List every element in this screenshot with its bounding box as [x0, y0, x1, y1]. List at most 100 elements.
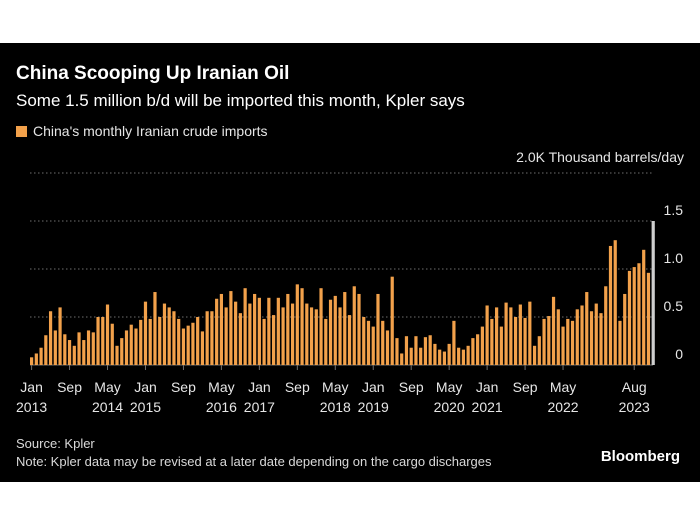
- bar: [457, 347, 461, 365]
- bar: [352, 286, 356, 365]
- x-tick-label: May: [550, 379, 576, 395]
- bar-chart: 0 0.5 1.0 1.5 Jan 2013 Sep May 2014 Jan 2015 Sep Ma…: [16, 172, 684, 415]
- bar: [134, 328, 138, 365]
- x-tick-label: 2021: [472, 399, 503, 415]
- x-tick-label: Jan: [248, 379, 271, 395]
- x-tick-label: Sep: [285, 379, 310, 395]
- bar: [153, 292, 157, 365]
- bar: [267, 297, 271, 365]
- bar: [110, 323, 114, 365]
- bar: [158, 317, 162, 365]
- bar: [357, 293, 361, 365]
- bar: [642, 249, 646, 365]
- bar: [442, 351, 447, 365]
- bar: [509, 307, 513, 365]
- bar: [461, 349, 465, 365]
- bar: [115, 345, 119, 365]
- chart-title: China Scooping Up Iranian Oil: [16, 63, 290, 84]
- x-tick-label: Jan: [476, 379, 499, 395]
- x-tick-label: 2015: [130, 399, 161, 415]
- bar: [551, 296, 556, 365]
- bar: [210, 311, 214, 365]
- bar: [48, 311, 53, 365]
- bar: [53, 330, 57, 365]
- bar: [124, 330, 129, 365]
- y-tick-label: 1.0: [664, 250, 684, 266]
- bar: [347, 315, 352, 365]
- bar: [276, 297, 280, 365]
- bar: [589, 311, 594, 365]
- bar: [594, 303, 598, 365]
- bar: [390, 276, 394, 365]
- bar: [234, 301, 238, 365]
- bar: [385, 330, 390, 365]
- bar: [580, 305, 584, 365]
- bar: [414, 336, 418, 365]
- source-text: Source: Kpler: [16, 436, 95, 451]
- bar: [623, 293, 627, 365]
- bar: [566, 318, 570, 365]
- x-tick-label: 2017: [244, 399, 275, 415]
- x-tick-label: Sep: [171, 379, 196, 395]
- bar: [30, 357, 34, 365]
- bar: [627, 270, 632, 365]
- bar: [91, 332, 95, 365]
- bar: [120, 338, 124, 365]
- bar: [257, 297, 261, 365]
- bar: [281, 307, 285, 365]
- x-tick-label: Sep: [57, 379, 82, 395]
- bar: [77, 332, 81, 365]
- bar: [262, 318, 266, 365]
- x-tick-label: May: [322, 379, 348, 395]
- y-axis-labels: 0 0.5 1.0 1.5: [664, 202, 684, 362]
- bar: [637, 263, 641, 365]
- bar: [248, 303, 252, 365]
- legend: China's monthly Iranian crude imports: [16, 123, 268, 139]
- bar: [419, 347, 423, 365]
- bar: [400, 353, 404, 365]
- bar: [495, 307, 499, 365]
- x-tick-label: May: [94, 379, 120, 395]
- x-tick-label: Sep: [399, 379, 424, 395]
- bar: [575, 309, 579, 365]
- bar: [148, 318, 152, 365]
- bar: [542, 318, 546, 365]
- bar: [324, 318, 328, 365]
- bar: [547, 316, 551, 365]
- x-tick-label: 2022: [547, 399, 578, 415]
- x-axis-labels: Jan 2013 Sep May 2014 Jan 2015 Sep May 2016 Jan 201…: [16, 365, 650, 415]
- bar: [196, 317, 200, 365]
- bar: [181, 328, 186, 365]
- bar: [72, 345, 76, 365]
- bar: [129, 324, 133, 365]
- x-tick-label: Aug: [622, 379, 647, 395]
- bar: [366, 320, 371, 365]
- bar: [632, 267, 636, 365]
- bar: [215, 298, 219, 365]
- x-tick-label: 2020: [434, 399, 465, 415]
- bar: [613, 240, 617, 365]
- bar: [480, 326, 484, 365]
- bar: [162, 303, 167, 365]
- bar: [513, 317, 518, 365]
- bar: [34, 353, 38, 365]
- bar: [466, 345, 470, 365]
- bar: [96, 317, 100, 365]
- bar: [476, 334, 480, 365]
- bar: [82, 340, 86, 365]
- bar: [143, 301, 148, 365]
- bar: [528, 301, 532, 365]
- bar: [651, 221, 655, 365]
- bar: [452, 320, 456, 365]
- x-tick-label: 2016: [206, 399, 237, 415]
- bar: [490, 318, 494, 365]
- x-tick-label: May: [436, 379, 462, 395]
- bar: [423, 337, 428, 365]
- bar: [343, 292, 347, 365]
- bar: [604, 286, 608, 365]
- bloomberg-logo: Bloomberg: [600, 448, 680, 465]
- bar: [570, 320, 575, 365]
- bar: [290, 303, 295, 365]
- x-tick-label: 2013: [16, 399, 47, 415]
- bar: [229, 291, 233, 365]
